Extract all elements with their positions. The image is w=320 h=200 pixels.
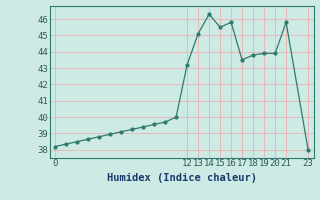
X-axis label: Humidex (Indice chaleur): Humidex (Indice chaleur): [107, 173, 257, 183]
